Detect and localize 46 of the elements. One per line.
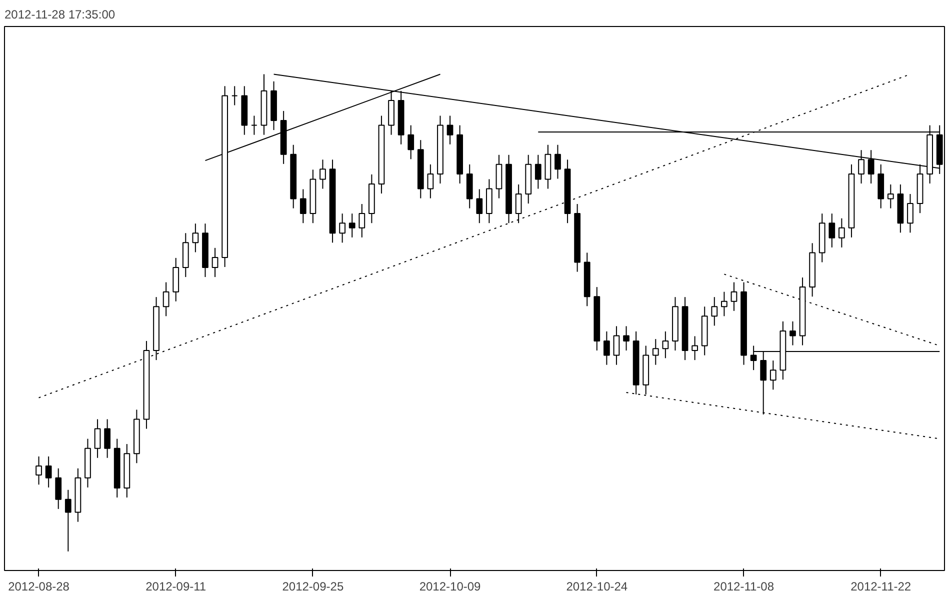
candlestick bbox=[348, 213, 356, 238]
candlestick bbox=[104, 418, 111, 458]
candlestick bbox=[790, 320, 796, 346]
candlestick bbox=[231, 86, 238, 106]
candlestick bbox=[358, 204, 366, 238]
x-tick-label: 2012-09-11 bbox=[146, 580, 206, 593]
candlestick bbox=[320, 159, 326, 190]
candlestick bbox=[94, 418, 101, 458]
candlestick bbox=[408, 124, 414, 160]
candlestick bbox=[476, 188, 483, 224]
candlestick bbox=[554, 144, 561, 180]
candlestick bbox=[692, 336, 698, 361]
candlestick bbox=[662, 330, 669, 359]
x-tick-label: 2012-09-25 bbox=[282, 580, 344, 593]
candlestick bbox=[711, 296, 718, 326]
candlestick bbox=[534, 154, 542, 190]
candlestick bbox=[770, 360, 776, 390]
candlestick bbox=[515, 184, 522, 224]
candlestick bbox=[212, 247, 218, 278]
chart-title: 2012-11-28 17:35:00 bbox=[4, 8, 116, 22]
candlestick bbox=[446, 115, 454, 145]
candlestick bbox=[623, 326, 630, 352]
candlestick bbox=[192, 223, 199, 253]
candlestick bbox=[907, 193, 914, 234]
candlestick bbox=[652, 338, 659, 366]
candlestick bbox=[250, 115, 258, 136]
candlestick bbox=[828, 213, 836, 248]
x-tick-label: 2012-08-28 bbox=[8, 580, 70, 593]
candlestick bbox=[339, 213, 346, 244]
candlestick bbox=[730, 282, 738, 312]
x-tick-label: 2012-10-09 bbox=[419, 580, 482, 593]
x-tick-label: 2012-10-24 bbox=[566, 580, 628, 593]
candlestick bbox=[720, 291, 728, 317]
candlestick bbox=[300, 188, 306, 224]
x-tick-label: 2012-11-22 bbox=[850, 580, 912, 593]
candlestick bbox=[55, 468, 62, 510]
candlestick bbox=[603, 330, 610, 366]
candlestick bbox=[887, 184, 894, 209]
candlestick bbox=[45, 456, 52, 488]
candlestick bbox=[162, 282, 170, 317]
candlestick bbox=[427, 164, 434, 199]
candlestick bbox=[838, 218, 845, 248]
candlestick bbox=[64, 489, 72, 552]
candlestick bbox=[36, 456, 42, 486]
candlestick bbox=[613, 326, 620, 366]
x-tick-label: 2012-11-08 bbox=[714, 580, 774, 593]
